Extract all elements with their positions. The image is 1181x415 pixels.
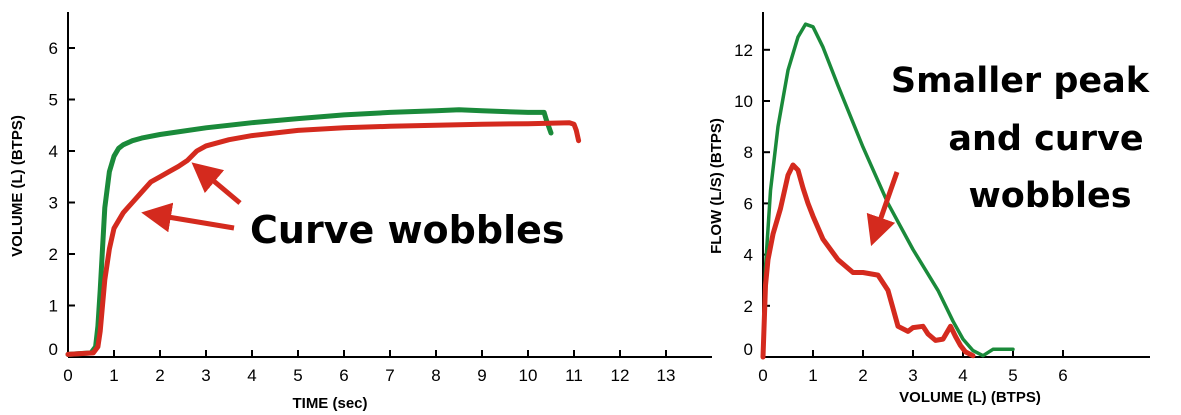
right-annotation-line-2: and curve [948, 119, 1143, 159]
right-series-green-line [761, 22, 1015, 359]
left-x-tick-label: 7 [385, 366, 394, 385]
right-annotation-line-1: Smaller peak [891, 61, 1150, 101]
left-y-tick-label: 0 [49, 340, 58, 359]
left-x-tick-label: 10 [519, 366, 538, 385]
right-x-ticks: 0 1 2 3 4 5 6 [758, 350, 1068, 385]
left-x-axis-label: TIME (sec) [292, 395, 367, 412]
right-x-axis-label: VOLUME (L) (BTPS) [899, 389, 1041, 406]
left-annotation-text: Curve wobbles [250, 208, 564, 252]
left-x-tick-label: 8 [431, 366, 440, 385]
right-y-tick-label: 12 [734, 41, 753, 60]
left-y-ticks: 0 1 2 3 4 5 6 [49, 39, 75, 359]
right-series-red-line [760, 162, 976, 360]
left-x-tick-label: 5 [293, 366, 302, 385]
left-y-tick-label: 5 [49, 91, 58, 110]
left-x-tick-label: 2 [155, 366, 164, 385]
right-y-tick-label: 2 [744, 297, 753, 316]
left-x-tick-label: 1 [109, 366, 118, 385]
left-series-green-line [65, 107, 554, 357]
right-y-axis-label: FLOW (L/S) (BTPS) [708, 118, 725, 254]
left-x-tick-label: 6 [339, 366, 348, 385]
right-y-tick-label: 8 [744, 143, 753, 162]
left-y-tick-label: 2 [49, 245, 58, 264]
left-y-tick-label: 6 [49, 39, 58, 58]
right-y-tick-label: 6 [744, 194, 753, 213]
left-x-tick-label: 4 [247, 366, 256, 385]
left-annotation-arrow-upper [191, 162, 242, 205]
right-annotation-line-3: wobbles [968, 176, 1131, 216]
right-x-tick-label: 6 [1058, 366, 1067, 385]
right-x-tick-label: 4 [958, 366, 967, 385]
right-x-tick-label: 5 [1008, 366, 1017, 385]
left-x-tick-label: 12 [611, 366, 630, 385]
right-x-tick-label: 0 [758, 366, 767, 385]
right-x-tick-label: 3 [908, 366, 917, 385]
left-y-axis-label: VOLUME (L) (BTPS) [9, 115, 26, 257]
left-y-tick-label: 1 [49, 297, 58, 316]
right-y-tick-label: 10 [734, 92, 753, 111]
left-x-ticks: 0 1 2 3 4 5 6 7 8 9 10 11 12 13 [63, 350, 675, 385]
right-x-tick-label: 2 [858, 366, 867, 385]
left-x-tick-label: 0 [63, 366, 72, 385]
right-y-tick-label: 0 [744, 340, 753, 359]
left-y-tick-label: 4 [49, 142, 58, 161]
left-x-tick-label: 11 [565, 366, 583, 385]
left-annotation-arrow-lower [141, 202, 235, 233]
left-x-tick-label: 3 [201, 366, 210, 385]
left-y-tick-label: 3 [49, 194, 58, 213]
left-series-red-line [65, 120, 582, 357]
left-x-tick-label: 13 [657, 366, 676, 385]
right-annotation-arrow [866, 171, 900, 247]
right-y-tick-label: 4 [744, 246, 753, 265]
right-x-tick-label: 1 [808, 366, 817, 385]
left-x-tick-label: 9 [477, 366, 486, 385]
